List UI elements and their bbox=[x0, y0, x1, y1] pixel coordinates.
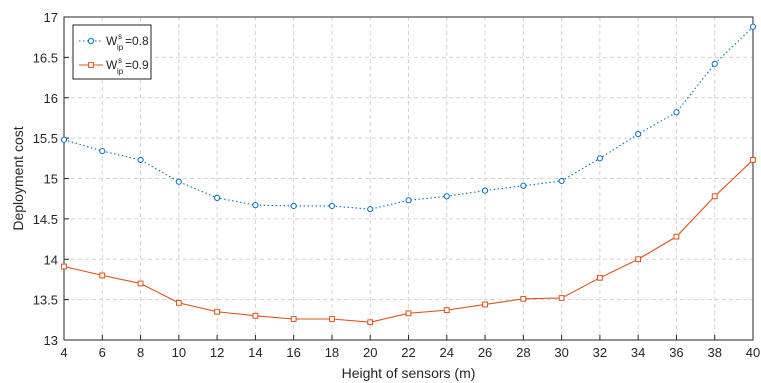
series-1-point bbox=[175, 178, 182, 185]
x-axis-label: Height of sensors (m) bbox=[342, 365, 476, 381]
x-tick-label: 28 bbox=[516, 345, 530, 360]
legend-label-sup: s bbox=[118, 32, 122, 41]
series-1-point bbox=[328, 202, 336, 210]
y-tick-label: 16 bbox=[44, 91, 58, 106]
x-tick-label: 40 bbox=[746, 345, 760, 360]
x-tick-label: 34 bbox=[631, 345, 645, 360]
series-1-point bbox=[635, 130, 642, 138]
series-1-point bbox=[252, 202, 259, 209]
series-2-point bbox=[214, 308, 221, 315]
series-2-point bbox=[482, 301, 488, 308]
x-tick-label: 32 bbox=[593, 345, 607, 360]
series-1-point bbox=[711, 60, 718, 67]
x-tick-label: 16 bbox=[286, 345, 300, 360]
y-tick-label: 17 bbox=[44, 10, 58, 25]
legend-swatch-marker bbox=[88, 62, 94, 68]
series-1-point bbox=[99, 147, 106, 155]
legend-box bbox=[72, 24, 152, 80]
x-tick-label: 22 bbox=[401, 345, 415, 360]
series-2-point bbox=[750, 157, 756, 163]
legend-label-value: =0.8 bbox=[125, 34, 149, 48]
y-tick-label: 14.5 bbox=[33, 212, 58, 227]
series-1-point bbox=[214, 194, 221, 201]
x-tick-label: 24 bbox=[440, 345, 454, 360]
legend-label-sup: s bbox=[118, 56, 122, 65]
series-1-point bbox=[673, 109, 680, 116]
x-tick-label: 4 bbox=[60, 345, 67, 360]
series-group bbox=[60, 23, 757, 326]
x-tick-label: 18 bbox=[325, 345, 339, 360]
series-2-point bbox=[367, 319, 374, 326]
series-2-point bbox=[596, 274, 603, 281]
series-2-point bbox=[711, 193, 718, 200]
series-1-point bbox=[290, 202, 297, 210]
x-tick-label: 14 bbox=[248, 345, 262, 360]
x-tick-label: 12 bbox=[210, 345, 224, 360]
series-2-point bbox=[443, 307, 450, 314]
series-2-point bbox=[673, 233, 680, 240]
series-1-point bbox=[749, 23, 757, 30]
legend-label-base: W bbox=[106, 34, 118, 48]
x-tick-label: 10 bbox=[172, 345, 186, 360]
y-tick-label: 14 bbox=[44, 252, 58, 267]
series-1-point bbox=[596, 155, 603, 162]
series-1-point bbox=[60, 136, 68, 143]
series-2-point bbox=[405, 310, 412, 317]
x-tick-label: 8 bbox=[137, 345, 144, 360]
series-2-point bbox=[137, 280, 144, 287]
legend-label-base: W bbox=[106, 58, 118, 72]
x-tick-label: 30 bbox=[554, 345, 568, 360]
series-2-point bbox=[252, 312, 259, 319]
y-tick-label: 16.5 bbox=[33, 50, 58, 65]
axis-ticks: 4 6 8 10 12 14 16 18 20 22 24 26 28 30 32 34 36 38 40 13 13.… bbox=[33, 10, 761, 360]
legend-label-sub: ip bbox=[117, 67, 124, 76]
series-1-point bbox=[405, 197, 412, 204]
series-2-point bbox=[290, 316, 297, 322]
series-1-point bbox=[558, 177, 565, 185]
x-tick-label: 26 bbox=[478, 345, 492, 360]
series-2-point bbox=[520, 295, 527, 302]
x-tick-label: 38 bbox=[707, 345, 721, 360]
legend-label-value: =0.9 bbox=[125, 58, 149, 72]
y-tick-label: 15 bbox=[44, 172, 58, 187]
legend-swatch-marker bbox=[87, 37, 95, 45]
series-1-point bbox=[137, 156, 144, 164]
series-2-point bbox=[635, 256, 642, 263]
series-1-point bbox=[443, 193, 450, 200]
series-2-point bbox=[61, 263, 67, 270]
x-tick-label: 36 bbox=[669, 345, 683, 360]
x-tick-label: 20 bbox=[363, 345, 377, 360]
y-tick-label: 13.5 bbox=[33, 293, 58, 308]
legend-label-sub: ip bbox=[117, 43, 124, 52]
y-tick-label: 15.5 bbox=[33, 131, 58, 146]
series-1-point bbox=[520, 182, 527, 189]
series-1-point bbox=[481, 187, 489, 194]
y-axis-label: Deployment cost bbox=[10, 126, 26, 230]
y-tick-label: 13 bbox=[44, 333, 58, 348]
x-tick-label: 6 bbox=[99, 345, 106, 360]
series-2-point bbox=[558, 295, 565, 301]
series-2-point bbox=[175, 299, 182, 306]
series-2-point bbox=[99, 272, 106, 279]
series-2-point bbox=[329, 316, 335, 322]
series-1-point bbox=[367, 206, 374, 213]
